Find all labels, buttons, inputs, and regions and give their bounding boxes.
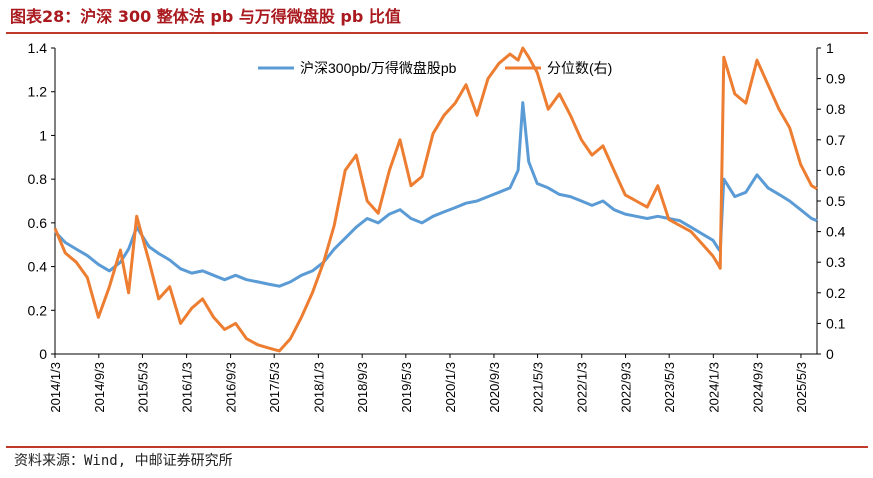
- x-tick-label: 2018/1/3: [311, 362, 326, 413]
- x-tick-label: 2023/5/3: [662, 362, 677, 413]
- x-tick-label: 2014/9/3: [92, 362, 107, 413]
- source-note: 资料来源：Wind, 中邮证券研究所: [14, 453, 233, 469]
- x-tick-label: 2016/9/3: [224, 362, 239, 413]
- series-line-2: [53, 46, 818, 353]
- x-tick-label: 2016/1/3: [180, 362, 195, 413]
- left-tick-label: 1.2: [28, 84, 48, 100]
- right-tick-label: 0.9: [826, 71, 846, 87]
- legend: 沪深300pb/万得微盘股pb 分位数(右): [258, 60, 612, 76]
- x-tick-label: 2025/5/3: [794, 362, 809, 413]
- left-tick-label: 0.4: [28, 259, 48, 275]
- x-tick-label: 2018/9/3: [355, 362, 370, 413]
- series-line-1: [53, 101, 818, 288]
- left-tick-label: 1: [39, 127, 47, 143]
- left-tick-label: 0.8: [28, 171, 48, 187]
- right-tick-label: 1: [826, 40, 834, 56]
- right-tick-label: 0.5: [826, 193, 846, 209]
- x-tick-label: 2021/5/3: [531, 362, 546, 413]
- x-tick-label: 2020/1/3: [443, 362, 458, 413]
- x-tick-label: 2014/1/3: [48, 362, 63, 413]
- source-note-bar: 资料来源：Wind, 中邮证券研究所: [6, 446, 868, 476]
- right-tick-label: 0.8: [826, 101, 846, 117]
- series-layer: [53, 46, 818, 353]
- axes: 0 0.2 0.4 0.6 0.8 1 1.2 1.4 0 0.1 0.2 0.3 0.4 0.5 0.6 0…: [28, 40, 846, 413]
- x-tick-label: 2015/5/3: [135, 362, 150, 413]
- right-tick-label: 0.1: [826, 315, 846, 331]
- x-tick-label: 2019/5/3: [399, 362, 414, 413]
- right-tick-label: 0.2: [826, 285, 846, 301]
- x-tick-label: 2022/9/3: [619, 362, 634, 413]
- right-tick-label: 0.4: [826, 224, 846, 240]
- legend-label-2: 分位数(右): [547, 60, 612, 76]
- line-chart: 0 0.2 0.4 0.6 0.8 1 1.2 1.4 0 0.1 0.2 0.3 0.4 0.5 0.6 0…: [28, 40, 846, 413]
- right-tick-label: 0.3: [826, 254, 846, 270]
- chart-title-bar: 图表28：沪深 300 整体法 pb 与万得微盘股 pb 比值: [6, 4, 868, 34]
- left-tick-label: 0: [39, 346, 47, 362]
- left-tick-label: 0.6: [28, 215, 48, 231]
- chart-title: 图表28：沪深 300 整体法 pb 与万得微盘股 pb 比值: [10, 7, 401, 26]
- right-tick-label: 0.7: [826, 132, 846, 148]
- right-tick-label: 0: [826, 346, 834, 362]
- x-tick-label: 2024/1/3: [706, 362, 721, 413]
- left-tick-label: 0.2: [28, 302, 48, 318]
- x-tick-label: 2017/5/3: [267, 362, 282, 413]
- x-tick-label: 2024/9/3: [750, 362, 765, 413]
- x-tick-label: 2022/1/3: [575, 362, 590, 413]
- x-tick-label: 2020/9/3: [487, 362, 502, 413]
- left-tick-label: 1.4: [28, 40, 48, 56]
- right-tick-label: 0.6: [826, 162, 846, 178]
- legend-label-1: 沪深300pb/万得微盘股pb: [300, 60, 457, 76]
